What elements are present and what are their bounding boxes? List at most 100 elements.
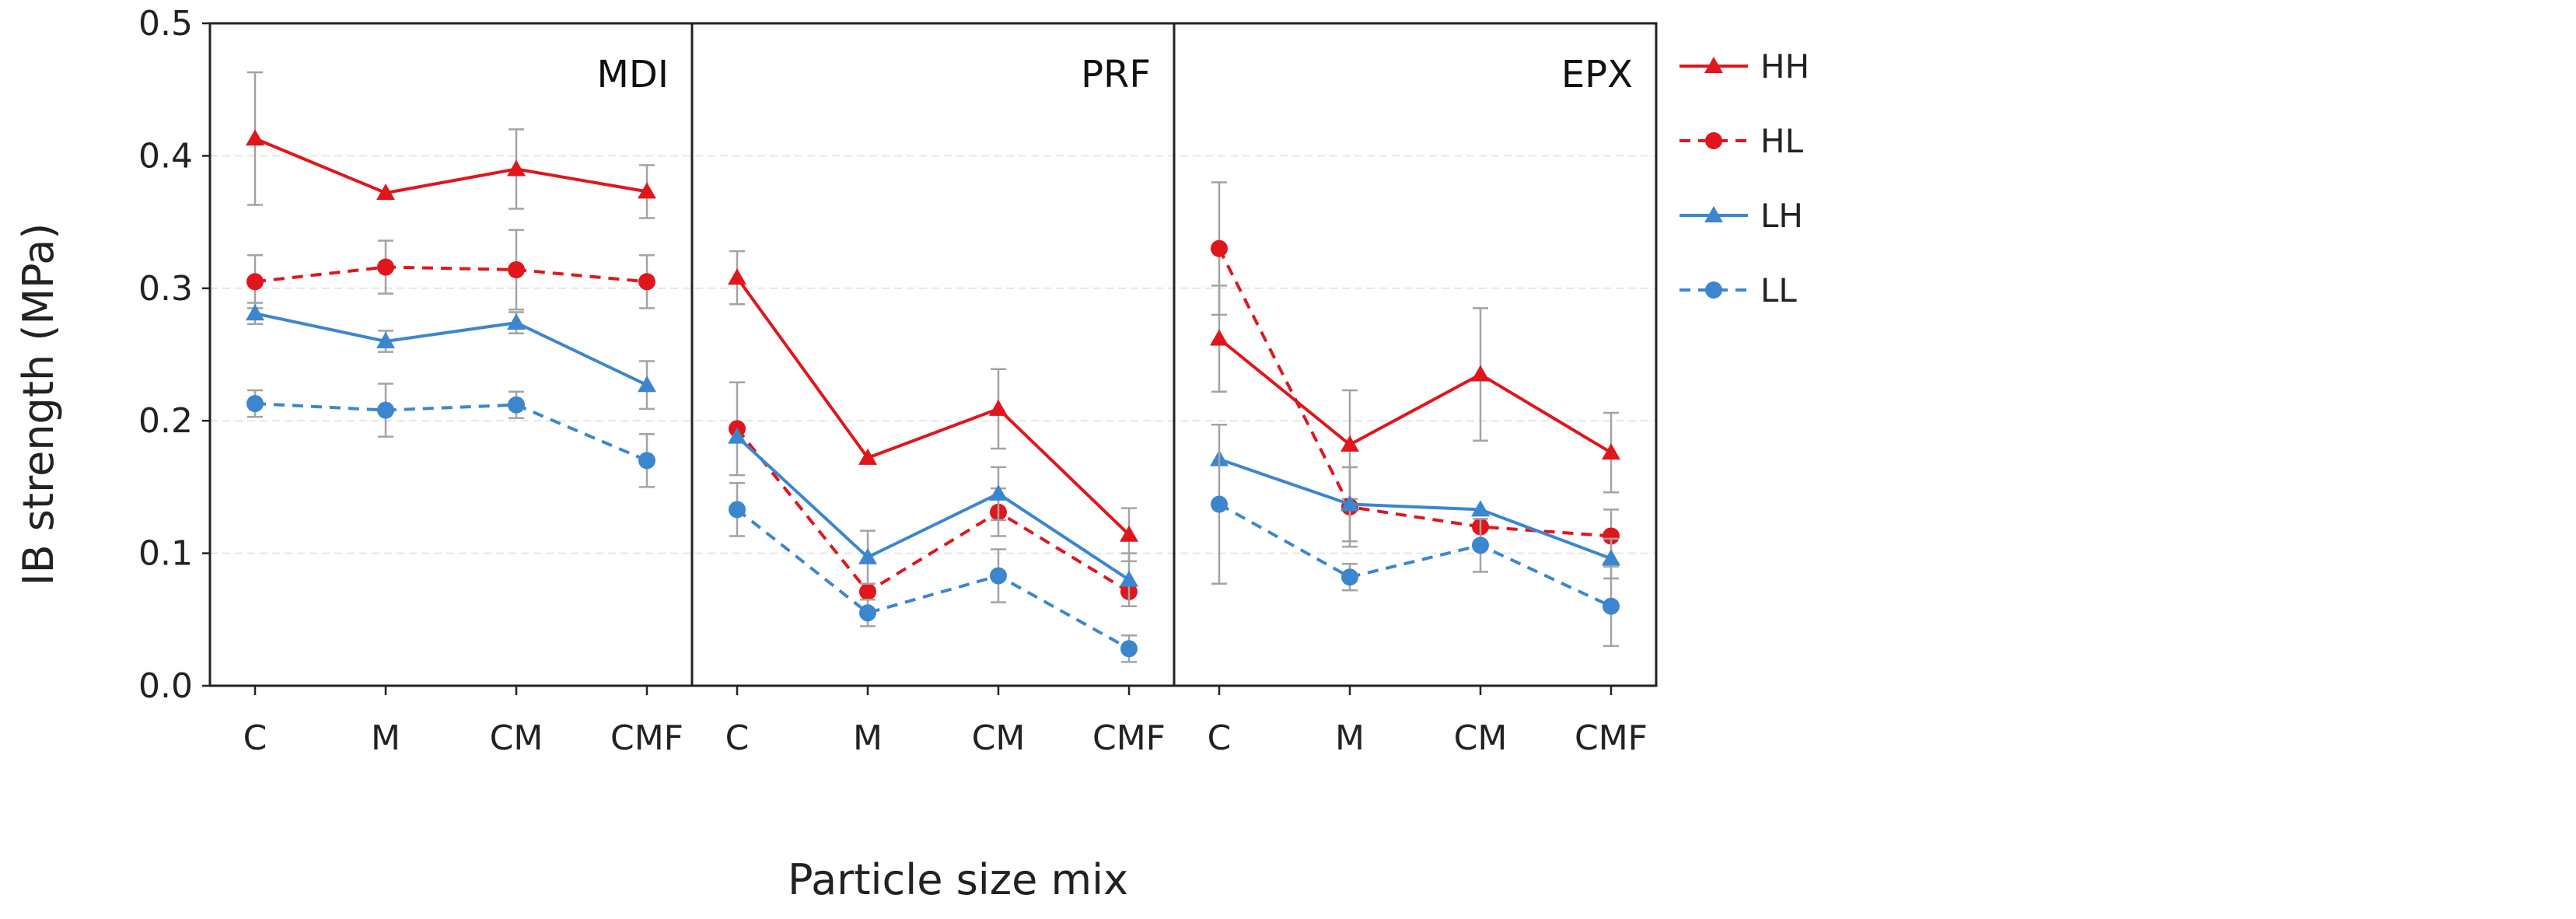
data-point (858, 547, 877, 564)
x-tick-label: CM (1454, 718, 1508, 758)
series-ll (729, 482, 1138, 663)
y-tick-label: 0.4 (138, 136, 193, 176)
x-tick-label: CM (972, 718, 1026, 758)
data-point (859, 604, 876, 622)
legend-item-hh: HH (1679, 47, 1809, 86)
data-point (1603, 597, 1620, 615)
data-point (1210, 329, 1229, 346)
x-tick-label: C (725, 718, 750, 758)
legend-marker (1705, 281, 1722, 299)
series-line (736, 508, 1130, 651)
series-lh (1210, 449, 1620, 580)
data-point (1472, 536, 1489, 554)
series-line (254, 137, 648, 195)
data-point (990, 567, 1007, 585)
legend-marker (1704, 206, 1723, 222)
series-lh (246, 302, 656, 411)
data-point (858, 448, 877, 465)
series-hl (729, 381, 1138, 601)
y-axis-ticks: 0.0 0.1 0.2 0.3 0.4 0.5 (138, 4, 210, 706)
series-line (254, 312, 648, 386)
data-point (1341, 568, 1358, 586)
data-point (508, 260, 525, 278)
data-point (1211, 239, 1228, 257)
x-axis-title: Particle size mix (788, 855, 1128, 904)
data-point (1603, 527, 1620, 545)
series-line (1218, 337, 1613, 454)
data-point (376, 331, 395, 348)
series-line (736, 435, 1131, 582)
data-point (1120, 570, 1138, 587)
x-tick-label: CMF (1575, 718, 1648, 758)
legend-label: HH (1760, 47, 1809, 86)
data-point (246, 129, 264, 146)
series-line (736, 428, 1131, 594)
series-ll (1211, 424, 1620, 648)
series-line (736, 276, 1131, 536)
x-tick-label: CM (490, 718, 544, 758)
legend-marker (1704, 57, 1723, 73)
data-point (246, 273, 264, 291)
series-line (1218, 502, 1612, 608)
data-point (989, 484, 1008, 501)
legend-item-ll: LL (1679, 271, 1797, 309)
series-line (1218, 247, 1612, 538)
data-point (377, 401, 394, 419)
y-tick-label: 0.2 (138, 401, 193, 441)
y-tick-label: 0.0 (138, 666, 193, 706)
legend-marker (1705, 132, 1722, 149)
data-point (1120, 525, 1138, 542)
x-tick-label: CMF (1092, 718, 1166, 758)
series-hh (728, 250, 1138, 563)
y-axis-title: IB strength (MPa) (14, 223, 63, 586)
data-point (1602, 443, 1620, 460)
data-point (246, 395, 264, 413)
data-point (728, 427, 746, 444)
legend-item-hl: HL (1679, 122, 1804, 160)
data-point (376, 183, 395, 201)
legend-item-lh: LH (1679, 197, 1803, 235)
series-ll (246, 383, 655, 488)
legend-label: LL (1760, 271, 1797, 309)
x-tick-label: C (1208, 718, 1232, 758)
data-point (1340, 494, 1359, 512)
panel-label: EPX (1561, 53, 1633, 96)
data-point (728, 268, 746, 285)
gridlines (210, 155, 1656, 554)
panel-label: PRF (1081, 53, 1151, 96)
data-point (1120, 640, 1138, 658)
data-point (1602, 549, 1620, 566)
series-hh (1210, 285, 1620, 500)
data-point (638, 273, 655, 291)
data-point (507, 313, 526, 330)
data-point (377, 258, 394, 276)
legend-label: LH (1760, 197, 1803, 235)
y-tick-label: 0.1 (138, 534, 193, 574)
data-point (638, 376, 656, 393)
series-lh (728, 427, 1138, 608)
legend-label: HL (1760, 122, 1804, 160)
data-point (1471, 500, 1490, 517)
x-tick-label: CMF (610, 718, 683, 758)
series-line (1218, 457, 1612, 561)
series-hl (246, 229, 655, 311)
series-line (254, 402, 648, 463)
data-point (859, 583, 876, 601)
data-point (508, 396, 525, 414)
x-tick-label: C (243, 718, 267, 758)
x-tick-label: M (1335, 718, 1365, 758)
data-point (638, 182, 656, 199)
legend: HH HL LH LL (1679, 47, 1809, 309)
x-tick-label: M (371, 718, 400, 758)
data-point (1340, 435, 1359, 452)
panel-label: MDI (596, 53, 669, 96)
y-tick-label: 0.5 (138, 4, 193, 44)
data-point (989, 399, 1008, 416)
series-hh (246, 71, 656, 219)
series-line (254, 265, 648, 284)
plot-frame (208, 22, 1658, 687)
data-point (507, 159, 526, 176)
